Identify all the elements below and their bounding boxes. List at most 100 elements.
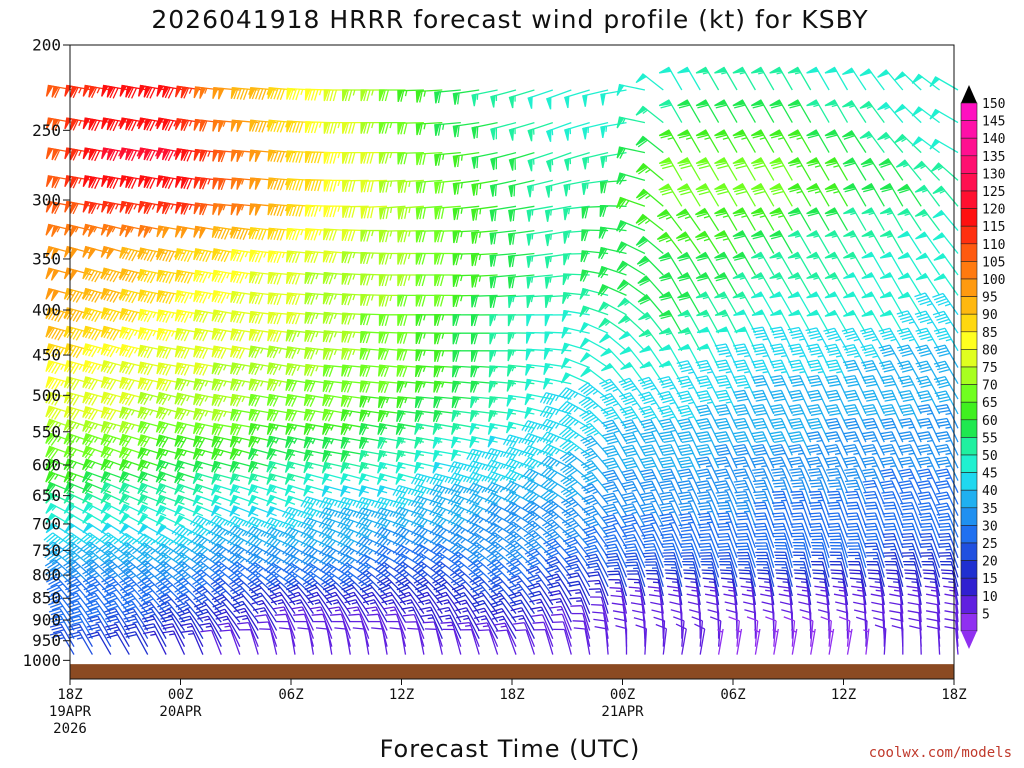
barb-full-feather bbox=[94, 120, 101, 132]
barb-full-feather bbox=[72, 329, 80, 340]
barb-full-feather bbox=[86, 602, 99, 609]
wind-barb bbox=[410, 525, 443, 540]
barb-half-feather bbox=[238, 450, 243, 457]
barb-half-feather bbox=[478, 254, 482, 261]
barb-full-feather bbox=[69, 436, 77, 447]
barb-half-feather bbox=[76, 636, 83, 640]
barb-full-feather bbox=[103, 435, 111, 446]
barb-half-feather bbox=[368, 540, 373, 546]
barb-half-feather bbox=[440, 573, 447, 578]
barb-full-feather bbox=[149, 87, 156, 99]
barb-pennant bbox=[106, 201, 115, 214]
barb-full-feather bbox=[125, 633, 137, 638]
barb-pennant bbox=[88, 176, 97, 189]
barb-half-feather bbox=[207, 293, 212, 299]
barb-pennant bbox=[82, 117, 91, 130]
barb-full-feather bbox=[385, 207, 390, 219]
barb-full-feather bbox=[419, 606, 431, 611]
barb-half-feather bbox=[300, 229, 304, 236]
barb-half-feather bbox=[481, 487, 486, 493]
barb-full-feather bbox=[153, 534, 163, 544]
barb-full-feather bbox=[100, 567, 112, 575]
barb-full-feather bbox=[350, 230, 356, 242]
barb-pennant bbox=[249, 149, 256, 162]
barb-pennant bbox=[137, 289, 146, 302]
barb-full-feather bbox=[106, 409, 114, 420]
barb-full-feather bbox=[85, 607, 98, 613]
barb-staff bbox=[114, 608, 130, 631]
barb-full-feather bbox=[87, 436, 96, 447]
wind-barb bbox=[309, 606, 333, 631]
barb-half-feather bbox=[442, 123, 445, 130]
barb-half-feather bbox=[78, 150, 82, 157]
barb-half-feather bbox=[479, 589, 486, 593]
wind-barb bbox=[272, 606, 296, 631]
barb-full-feather bbox=[402, 613, 415, 617]
barb-full-feather bbox=[102, 561, 113, 569]
barb-full-feather bbox=[329, 152, 334, 164]
barb-pennant bbox=[100, 343, 110, 356]
barb-full-feather bbox=[122, 595, 134, 602]
barb-full-feather bbox=[50, 449, 59, 460]
barb-pennant bbox=[212, 87, 220, 99]
barb-half-feather bbox=[186, 380, 190, 387]
barb-half-feather bbox=[294, 559, 300, 565]
barb-full-feather bbox=[105, 623, 117, 628]
barb-full-feather bbox=[352, 627, 365, 630]
barb-full-feather bbox=[47, 420, 56, 431]
barb-full-feather bbox=[99, 550, 110, 559]
barb-pennant bbox=[490, 127, 496, 141]
barb-full-feather bbox=[91, 271, 98, 282]
wind-barb bbox=[282, 536, 314, 551]
barb-full-feather bbox=[274, 613, 287, 616]
barb-half-feather bbox=[132, 621, 139, 624]
barb-pennant bbox=[82, 512, 94, 524]
barb-half-feather bbox=[223, 411, 227, 417]
barb-full-feather bbox=[47, 484, 56, 495]
barb-full-feather bbox=[81, 559, 93, 567]
barb-half-feather bbox=[389, 253, 393, 260]
barb-half-feather bbox=[54, 474, 59, 480]
barb-full-feather bbox=[72, 203, 79, 215]
barb-half-feather bbox=[57, 574, 63, 579]
barb-full-feather bbox=[374, 554, 384, 564]
barb-full-feather bbox=[272, 606, 285, 610]
barb-pennant bbox=[119, 200, 128, 213]
barb-full-feather bbox=[337, 554, 347, 564]
barb-half-feather bbox=[404, 581, 411, 586]
wind-barb bbox=[300, 554, 333, 569]
barb-full-feather bbox=[127, 395, 135, 406]
barb-half-feather bbox=[444, 476, 449, 483]
barb-full-feather bbox=[143, 630, 155, 635]
barb-full-feather bbox=[50, 589, 62, 596]
barb-full-feather bbox=[125, 547, 135, 557]
barb-full-feather bbox=[62, 550, 73, 559]
barb-half-feather bbox=[201, 450, 206, 457]
barb-full-feather bbox=[365, 332, 371, 344]
barb-half-feather bbox=[385, 397, 390, 404]
barb-staff bbox=[55, 567, 75, 588]
barb-full-feather bbox=[217, 622, 229, 626]
barb-half-feather bbox=[315, 511, 320, 517]
barb-full-feather bbox=[127, 87, 134, 99]
barb-full-feather bbox=[128, 329, 135, 341]
wind-barb bbox=[49, 623, 75, 648]
barb-pennant bbox=[212, 177, 219, 190]
barb-full-feather bbox=[103, 309, 111, 320]
barb-full-feather bbox=[295, 205, 301, 217]
barb-half-feather bbox=[441, 581, 448, 586]
barb-half-feather bbox=[460, 528, 466, 534]
barb-full-feather bbox=[439, 274, 445, 287]
barb-full-feather bbox=[51, 408, 59, 419]
barb-full-feather bbox=[235, 614, 247, 619]
wind-barb bbox=[411, 544, 443, 559]
barb-full-feather bbox=[429, 543, 440, 553]
barb-full-feather bbox=[348, 180, 353, 192]
barb-half-feather bbox=[96, 203, 101, 210]
barb-pennant bbox=[156, 175, 165, 188]
barb-full-feather bbox=[51, 362, 59, 374]
barb-full-feather bbox=[125, 557, 136, 565]
barb-full-feather bbox=[106, 436, 114, 447]
barb-full-feather bbox=[421, 295, 426, 307]
barb-full-feather bbox=[310, 121, 316, 134]
